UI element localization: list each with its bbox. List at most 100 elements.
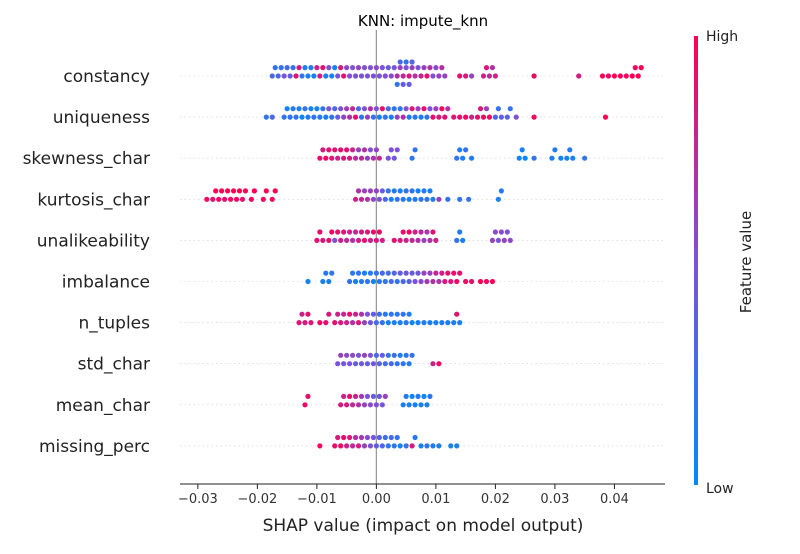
shap-point <box>347 114 353 120</box>
shap-point <box>344 106 350 112</box>
shap-point <box>388 278 394 285</box>
shap-point <box>388 361 394 367</box>
shap-point <box>412 434 418 441</box>
shap-point <box>367 352 374 358</box>
shap-point <box>275 73 281 79</box>
shap-point <box>397 237 403 243</box>
shap-point <box>409 59 415 65</box>
shap-point <box>352 73 359 79</box>
shap-point <box>403 352 409 358</box>
shap-point <box>427 237 433 243</box>
shap-point <box>403 106 409 112</box>
shap-point <box>296 65 302 71</box>
shap-point <box>341 114 347 120</box>
shap-point <box>385 65 391 71</box>
shap-point <box>418 278 424 285</box>
shap-point <box>394 434 400 441</box>
shap-point <box>373 320 379 326</box>
shap-point <box>522 155 528 161</box>
shap-point <box>451 114 457 120</box>
shap-point <box>355 147 362 153</box>
shap-point <box>347 434 353 441</box>
shap-point <box>296 320 302 326</box>
shap-point <box>364 196 371 202</box>
shap-point <box>376 393 382 399</box>
shap-point <box>448 443 454 449</box>
shap-point <box>370 361 377 367</box>
shap-point <box>397 352 403 358</box>
shap-point <box>468 114 475 120</box>
shap-point <box>213 188 219 194</box>
shap-point <box>326 237 332 243</box>
shap-point <box>501 237 507 243</box>
shap-point <box>338 443 344 449</box>
shap-point <box>492 114 498 120</box>
shap-point <box>338 65 344 71</box>
shap-point <box>326 278 332 285</box>
shap-point <box>352 434 359 441</box>
shap-point <box>394 81 400 87</box>
shap-point <box>370 155 377 161</box>
shap-point <box>391 352 397 358</box>
shap-point <box>320 278 326 285</box>
shap-point <box>347 311 353 317</box>
shap-point <box>394 311 400 317</box>
shap-point <box>317 114 323 120</box>
shap-point <box>397 443 403 449</box>
shap-point <box>400 81 406 87</box>
shap-point <box>486 114 493 120</box>
shap-point <box>406 311 412 317</box>
shap-point <box>305 114 311 120</box>
shap-point <box>335 229 341 235</box>
shap-point <box>394 361 400 367</box>
shap-point <box>439 106 445 112</box>
shap-point <box>611 73 618 79</box>
shap-point <box>421 65 427 71</box>
shap-point <box>376 114 382 120</box>
shap-point <box>400 311 406 317</box>
shap-point <box>457 196 463 202</box>
shap-point <box>349 443 356 449</box>
shap-point <box>358 361 365 367</box>
shap-point <box>397 270 403 276</box>
shap-point <box>412 196 418 202</box>
shap-point <box>367 188 374 194</box>
x-tick-label: −0.01 <box>297 492 337 507</box>
shap-point <box>290 65 296 71</box>
shap-point <box>406 73 412 79</box>
shap-point <box>424 73 430 79</box>
shap-point <box>388 311 394 317</box>
shap-point <box>391 188 397 194</box>
shap-point <box>495 237 501 243</box>
shap-point <box>251 188 257 194</box>
x-tick-label: 0.04 <box>600 492 629 507</box>
feature-label: unalikeability <box>37 231 150 251</box>
shap-point <box>329 114 335 120</box>
shap-point <box>320 106 326 112</box>
shap-point <box>460 155 466 161</box>
shap-point <box>347 229 353 235</box>
x-axis-label: SHAP value (impact on model output) <box>263 516 584 536</box>
shap-point <box>332 65 338 71</box>
shap-point <box>474 114 481 120</box>
shap-point <box>361 237 368 243</box>
shap-point <box>373 352 379 358</box>
shap-point <box>269 73 275 79</box>
shap-point <box>391 443 397 449</box>
shap-point <box>320 147 326 153</box>
shap-point <box>463 278 469 285</box>
shap-point <box>355 188 362 194</box>
shap-point <box>436 196 442 202</box>
shap-point <box>332 320 338 326</box>
shap-point <box>335 73 341 79</box>
shap-point <box>391 320 397 326</box>
shap-point <box>269 196 275 202</box>
shap-point <box>495 196 501 202</box>
shap-point <box>382 73 388 79</box>
shap-point <box>421 270 427 276</box>
shap-point <box>427 393 433 399</box>
shap-point <box>427 320 433 326</box>
shap-point <box>364 434 371 441</box>
shap-point <box>385 270 391 276</box>
shap-point <box>549 155 555 161</box>
